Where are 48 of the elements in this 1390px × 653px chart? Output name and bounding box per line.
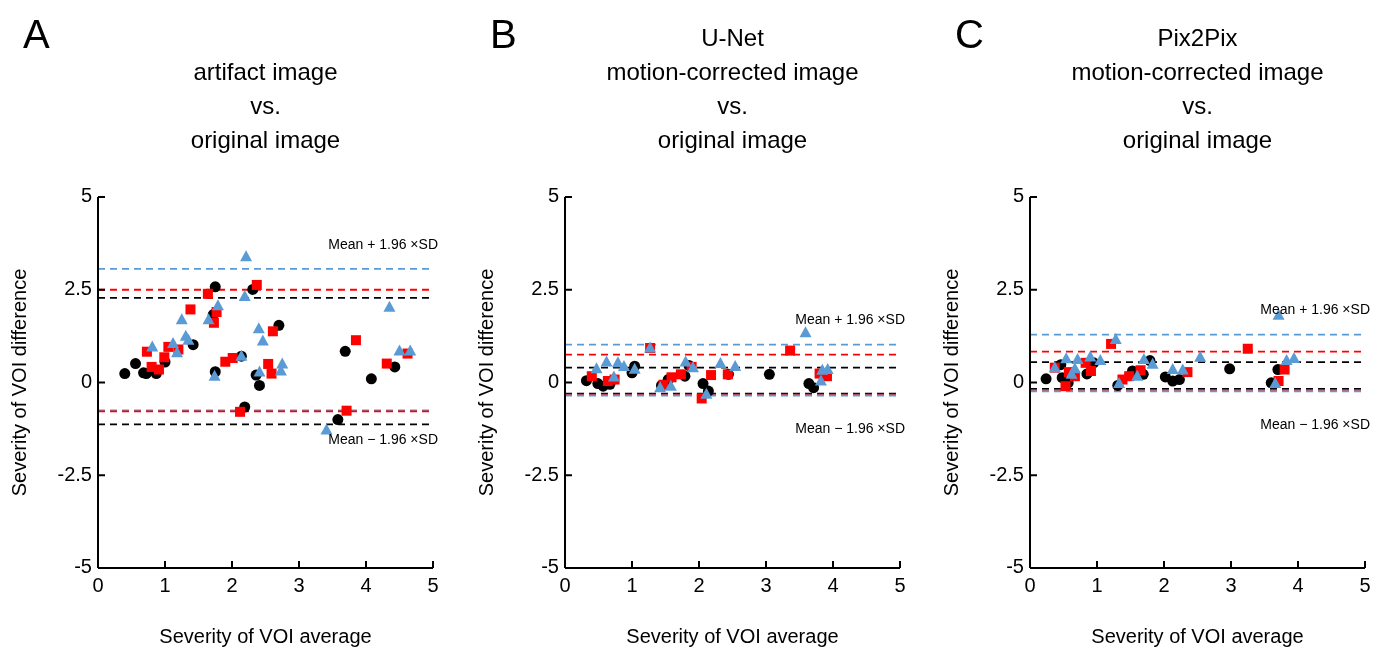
y-axis-title: Severity of VOI difference [940, 268, 962, 497]
chart-title: U-Net motion-corrected image vs. original image [606, 24, 859, 153]
y-tick-label: -5 [74, 555, 92, 578]
y-axis-title: Severity of VOI difference [475, 268, 497, 497]
text: B [490, 12, 517, 56]
y-tick-label: 2.5 [64, 277, 92, 300]
y-tick-label: 2.5 [996, 277, 1024, 300]
annotation: Mean + 1.96 ×SD [795, 311, 905, 328]
y-tick-label: -2.5 [989, 462, 1024, 485]
text: C [955, 12, 984, 56]
chart-title: artifact image vs. original image [190, 58, 341, 153]
x-tick-label: 4 [1292, 574, 1304, 596]
x-tick-label: 1 [159, 574, 171, 596]
y-tick-label: 0 [1012, 369, 1024, 392]
annotation: Mean + 1.96 ×SD [328, 235, 438, 252]
annotation: Mean − 1.96 ×SD [1260, 416, 1370, 433]
y-tick-label: -5 [1006, 555, 1024, 578]
x-tick-label: 1 [626, 574, 638, 596]
x-tick-label: 3 [760, 574, 772, 596]
annotation: Mean − 1.96 ×SD [328, 431, 438, 448]
x-tick-label: 5 [427, 574, 439, 596]
y-tick-label: -2.5 [57, 462, 92, 485]
y-tick-label: -5 [541, 555, 559, 578]
x-axis-title: Severity of VOI average [159, 625, 372, 647]
x-tick-label: 2 [1158, 574, 1170, 596]
x-tick-label: 2 [693, 574, 705, 596]
x-tick-label: 5 [1359, 574, 1371, 596]
y-tick-label: 5 [80, 184, 92, 207]
x-tick-label: 4 [360, 574, 372, 596]
annotation: Mean + 1.96 ×SD [1260, 301, 1370, 318]
x-tick-label: 3 [293, 574, 305, 596]
y-axis-title: Severity of VOI difference [8, 268, 30, 497]
x-tick-label: 2 [226, 574, 238, 596]
x-tick-label: 5 [894, 574, 906, 596]
y-tick-label: 0 [80, 369, 92, 392]
x-tick-label: 1 [1091, 574, 1103, 596]
y-tick-label: 5 [547, 184, 559, 207]
text: A [23, 12, 50, 56]
y-tick-label: 2.5 [531, 277, 559, 300]
y-tick-label: 0 [547, 369, 559, 392]
x-tick-label: 3 [1225, 574, 1237, 596]
y-tick-label: -2.5 [524, 462, 559, 485]
annotation: Mean − 1.96 ×SD [795, 420, 905, 437]
x-tick-label: 4 [827, 574, 839, 596]
y-tick-label: 5 [1012, 184, 1024, 207]
chart-title: Pix2Pix motion-corrected image vs. original image [1071, 24, 1324, 153]
x-axis-title: Severity of VOI average [626, 625, 839, 647]
x-axis-title: Severity of VOI average [1091, 625, 1304, 647]
